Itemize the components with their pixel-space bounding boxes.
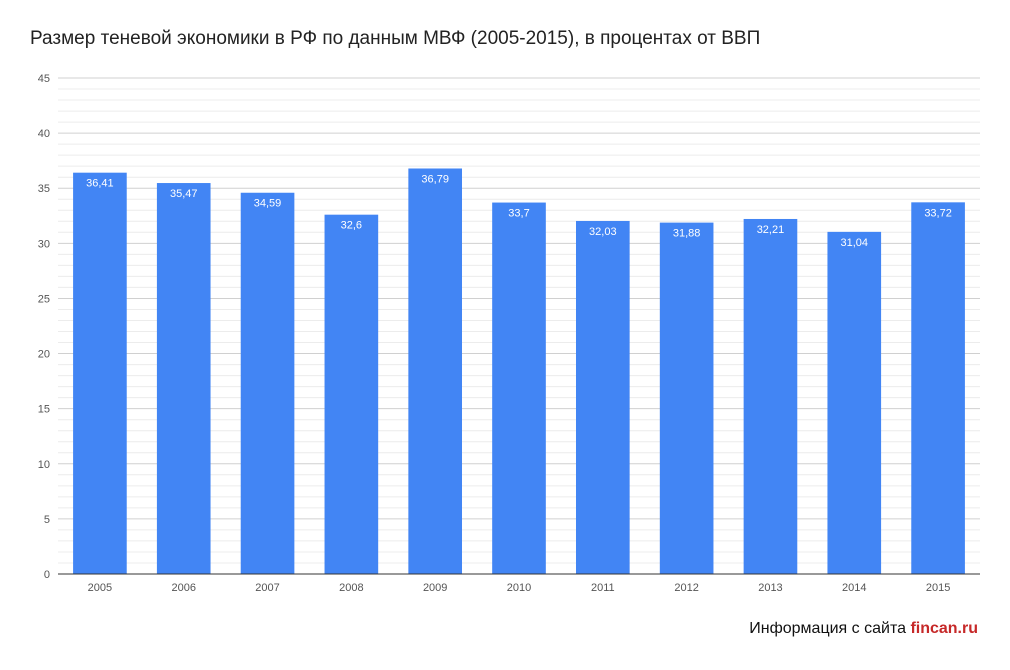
x-tick-label: 2009	[423, 582, 447, 594]
x-tick-label: 2007	[255, 582, 279, 594]
y-tick-label: 0	[44, 569, 50, 581]
footer-site-link[interactable]: fincan.ru	[910, 620, 978, 637]
y-axis-ticks: 0 5 10 15 20 25 30 35 40 45	[38, 73, 50, 581]
bar-value-label: 31,88	[673, 228, 701, 240]
bar	[911, 202, 965, 574]
bar-value-label: 32,6	[341, 220, 362, 232]
bar	[73, 172, 127, 574]
x-tick-label: 2012	[674, 582, 698, 594]
x-tick-label: 2014	[842, 582, 866, 594]
x-tick-label: 2013	[758, 582, 782, 594]
bar	[659, 222, 714, 574]
bar	[240, 192, 295, 574]
bar	[575, 220, 630, 574]
bar-value-label: 33,72	[924, 207, 952, 219]
y-tick-label: 5	[44, 514, 50, 526]
x-tick-label: 2010	[507, 582, 531, 594]
bar	[408, 168, 463, 575]
y-tick-label: 35	[38, 183, 50, 195]
y-tick-label: 40	[38, 128, 50, 140]
chart-title: Размер теневой экономики в РФ по данным …	[30, 28, 761, 49]
bars: 36,41 35,47 34,59 32,6 36,79 33,7 32,03 31,88 32…	[73, 168, 965, 575]
bar-value-label: 36,79	[421, 173, 449, 185]
y-tick-label: 45	[38, 73, 50, 85]
y-tick-label: 20	[38, 349, 50, 361]
footer-prefix: Информация с сайта	[749, 620, 911, 637]
x-tick-label: 2005	[88, 582, 112, 594]
x-axis-ticks: 2005 2006 2007 2008 2009 2010 2011 2012 2013 2014…	[88, 582, 951, 594]
bar-value-label: 33,7	[508, 208, 529, 220]
bar	[156, 183, 211, 574]
bar-value-label: 32,21	[757, 224, 785, 236]
source-footer: Информация с сайта fincan.ru	[749, 620, 978, 638]
bar-value-label: 31,04	[841, 237, 869, 249]
bar-value-label: 34,59	[254, 198, 282, 210]
bar	[827, 231, 882, 574]
bar	[492, 202, 546, 574]
bar-value-label: 35,47	[170, 188, 198, 200]
x-tick-label: 2015	[926, 582, 950, 594]
x-tick-label: 2008	[339, 582, 363, 594]
bar-value-label: 36,41	[86, 178, 114, 190]
y-tick-label: 10	[38, 459, 50, 471]
y-tick-label: 30	[38, 238, 50, 250]
bar	[324, 214, 379, 575]
y-tick-label: 25	[38, 293, 50, 305]
y-tick-label: 15	[38, 404, 50, 416]
bar-value-label: 32,03	[589, 226, 617, 238]
bar	[743, 218, 798, 574]
x-tick-label: 2011	[591, 582, 615, 594]
x-tick-label: 2006	[171, 582, 195, 594]
